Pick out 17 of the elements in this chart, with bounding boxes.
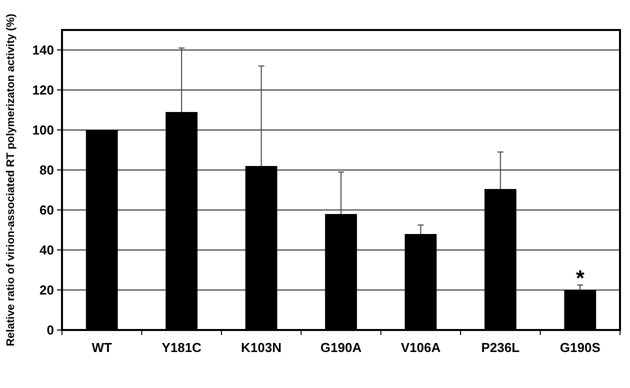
y-tick-label: 40 bbox=[40, 242, 54, 258]
y-tick-label: 120 bbox=[32, 82, 54, 98]
x-tick-label: WT bbox=[92, 340, 112, 355]
y-tick-label: 0 bbox=[46, 322, 54, 338]
x-tick-label: G190S bbox=[560, 340, 601, 355]
x-tick-label: Y181C bbox=[162, 340, 202, 355]
x-tick-label: G190A bbox=[320, 340, 362, 355]
y-tick-label: 20 bbox=[40, 282, 54, 298]
x-tick-label: P236L bbox=[481, 340, 520, 355]
annotation: * bbox=[576, 265, 585, 290]
x-tick-label: K103N bbox=[241, 340, 282, 355]
y-tick-label: 100 bbox=[32, 122, 54, 138]
y-tick-label: 140 bbox=[32, 42, 54, 58]
y-axis-title: Relative ratio of virion-associated RT polymerizaton activity (%) bbox=[5, 13, 17, 346]
x-tick-label: V106A bbox=[400, 340, 442, 355]
y-tick-label: 80 bbox=[40, 162, 54, 178]
y-tick-label: 60 bbox=[40, 202, 54, 218]
